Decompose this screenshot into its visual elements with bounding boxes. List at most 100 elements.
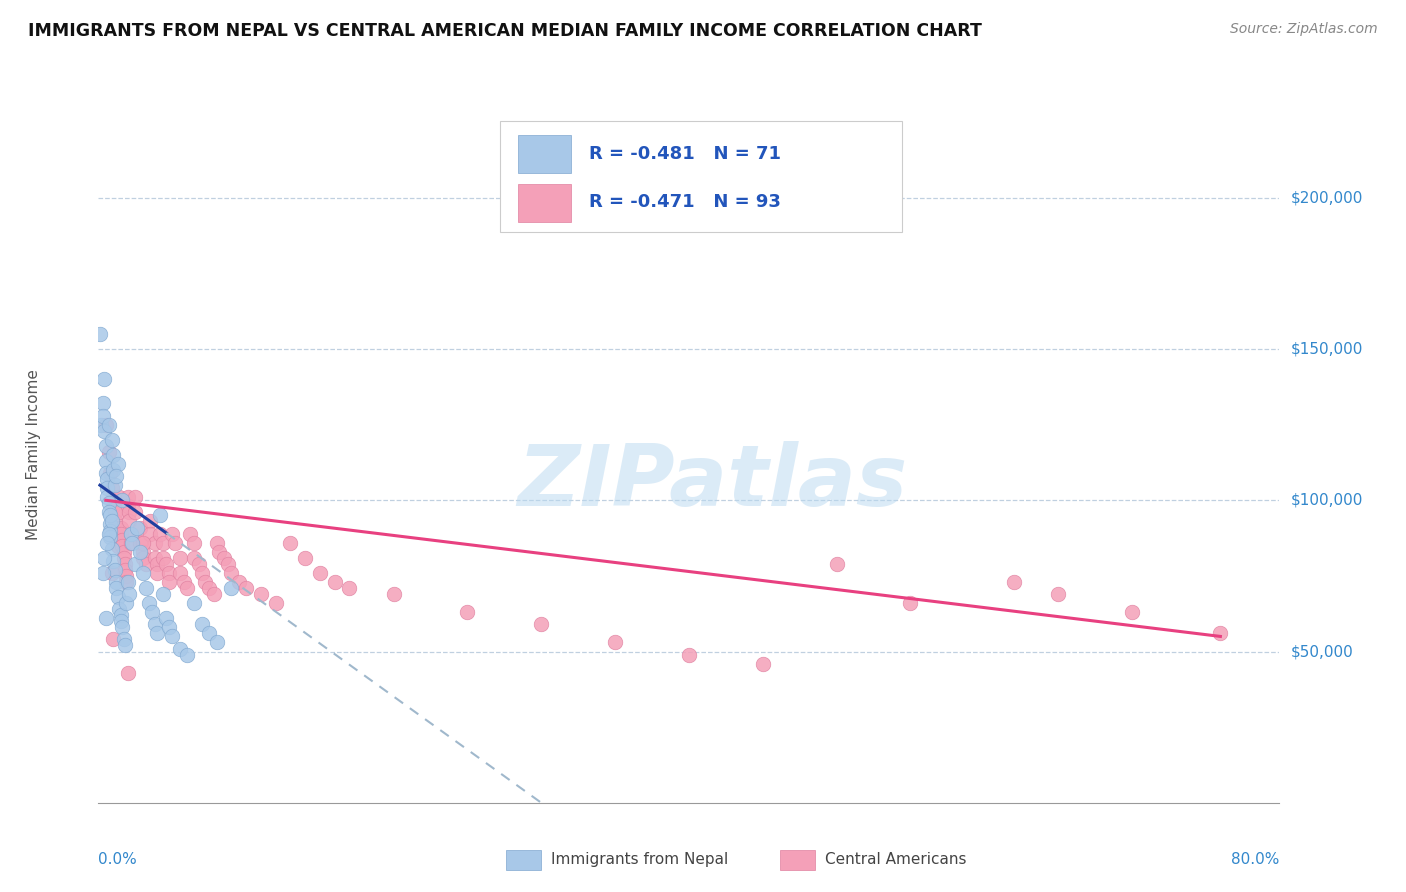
Point bbox=[108, 505, 131, 519]
Point bbox=[91, 566, 114, 580]
FancyBboxPatch shape bbox=[517, 184, 571, 222]
Point bbox=[94, 417, 117, 432]
Point bbox=[169, 566, 191, 580]
Point bbox=[235, 581, 257, 595]
Point bbox=[198, 626, 221, 640]
Point bbox=[100, 541, 122, 556]
Point bbox=[294, 550, 316, 565]
Point bbox=[149, 526, 172, 541]
Point bbox=[115, 569, 138, 583]
Point bbox=[112, 550, 135, 565]
Point bbox=[157, 566, 180, 580]
Point bbox=[128, 520, 150, 534]
Point bbox=[97, 496, 120, 510]
Point bbox=[108, 490, 131, 504]
Point bbox=[93, 424, 115, 438]
Point bbox=[104, 515, 127, 529]
Point bbox=[120, 526, 142, 541]
Text: 80.0%: 80.0% bbox=[1232, 852, 1279, 866]
Point bbox=[173, 574, 195, 589]
Point bbox=[124, 490, 146, 504]
Point bbox=[110, 520, 132, 534]
Point bbox=[105, 581, 128, 595]
Point bbox=[141, 605, 163, 619]
Point bbox=[105, 520, 128, 534]
Text: 0.0%: 0.0% bbox=[98, 852, 138, 866]
Point bbox=[309, 566, 332, 580]
Point bbox=[97, 526, 120, 541]
Point bbox=[169, 641, 191, 656]
Point bbox=[176, 648, 198, 662]
Point bbox=[382, 587, 405, 601]
Point bbox=[103, 500, 125, 514]
Point bbox=[187, 557, 209, 571]
Point bbox=[120, 535, 142, 549]
Point bbox=[605, 635, 627, 649]
FancyBboxPatch shape bbox=[517, 135, 571, 173]
Text: ZIPatlas: ZIPatlas bbox=[517, 442, 908, 524]
Point bbox=[194, 574, 217, 589]
Point bbox=[205, 535, 228, 549]
Point bbox=[1209, 626, 1232, 640]
Point bbox=[112, 545, 135, 559]
Point bbox=[125, 520, 148, 534]
Point bbox=[825, 557, 848, 571]
Point bbox=[98, 524, 121, 538]
Point bbox=[97, 445, 120, 459]
Point bbox=[132, 566, 155, 580]
Point bbox=[107, 533, 129, 547]
Point bbox=[100, 515, 122, 529]
Point bbox=[105, 574, 128, 589]
Point bbox=[149, 508, 172, 523]
Point bbox=[117, 665, 139, 680]
Point bbox=[128, 535, 150, 549]
Point bbox=[152, 550, 174, 565]
Point bbox=[1046, 587, 1069, 601]
Point bbox=[212, 550, 235, 565]
Point bbox=[751, 657, 773, 671]
Point bbox=[107, 457, 129, 471]
Point bbox=[135, 557, 157, 571]
Point bbox=[162, 629, 183, 643]
Point bbox=[111, 533, 134, 547]
Point bbox=[98, 530, 121, 544]
Point bbox=[128, 545, 150, 559]
Point bbox=[146, 557, 169, 571]
Point bbox=[110, 526, 132, 541]
Point bbox=[165, 535, 187, 549]
Point bbox=[117, 490, 139, 504]
Text: $50,000: $50,000 bbox=[1291, 644, 1354, 659]
Point bbox=[1121, 605, 1143, 619]
Point bbox=[202, 587, 225, 601]
Point bbox=[132, 550, 155, 565]
Point bbox=[219, 566, 242, 580]
Point bbox=[98, 466, 121, 480]
Point bbox=[98, 508, 121, 523]
Point bbox=[162, 526, 183, 541]
Point bbox=[103, 490, 125, 504]
Point bbox=[124, 557, 146, 571]
Text: Median Family Income: Median Family Income bbox=[25, 369, 41, 541]
Point bbox=[114, 557, 136, 571]
Point bbox=[143, 617, 166, 632]
Point bbox=[191, 566, 214, 580]
Point bbox=[91, 396, 114, 410]
Point bbox=[96, 535, 118, 549]
Point bbox=[155, 557, 177, 571]
Point bbox=[208, 545, 231, 559]
Point bbox=[146, 566, 169, 580]
Point bbox=[108, 602, 131, 616]
Point bbox=[110, 608, 132, 623]
Point bbox=[93, 372, 115, 386]
Point bbox=[94, 466, 117, 480]
Point bbox=[678, 648, 700, 662]
Point bbox=[1002, 574, 1025, 589]
Point bbox=[104, 478, 127, 492]
Point bbox=[121, 535, 143, 549]
Point bbox=[105, 526, 128, 541]
Point bbox=[117, 500, 139, 514]
Point bbox=[323, 574, 346, 589]
Point bbox=[114, 563, 136, 577]
Point bbox=[456, 605, 478, 619]
Point bbox=[96, 472, 118, 486]
